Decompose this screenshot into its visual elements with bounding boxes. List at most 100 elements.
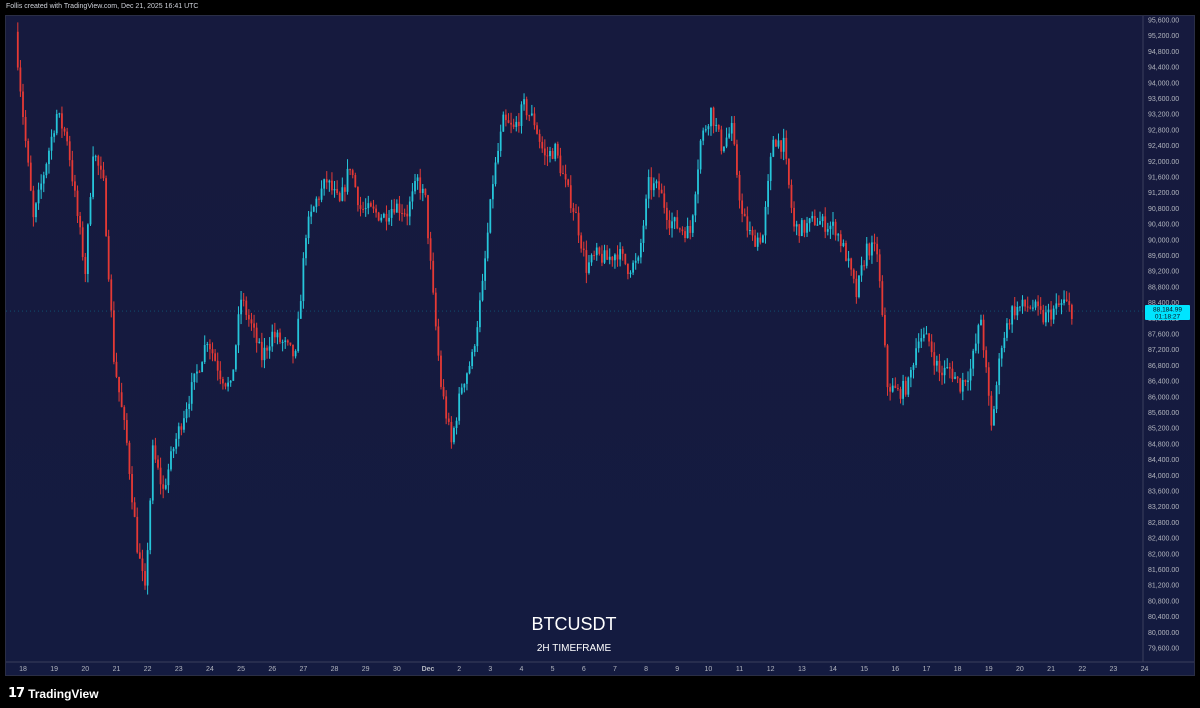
candle-body xyxy=(634,260,637,263)
candle-body xyxy=(364,208,367,210)
candle-body xyxy=(416,177,419,182)
candle-body xyxy=(115,361,118,377)
price-tick-label: 84,800.00 xyxy=(1148,441,1179,448)
candle-body xyxy=(357,187,359,206)
chart-caption: Follis created with TradingView.com, Dec… xyxy=(6,3,199,10)
candle-body xyxy=(138,552,141,559)
candle-body xyxy=(681,229,684,232)
candle-body xyxy=(1042,309,1045,323)
candle-body xyxy=(816,224,819,226)
candle-body xyxy=(616,254,619,260)
candle-body xyxy=(842,243,845,247)
candle-body xyxy=(873,242,876,244)
candle-body xyxy=(943,367,946,376)
price-tick-label: 93,600.00 xyxy=(1148,96,1179,103)
price-tick-label: 83,200.00 xyxy=(1148,504,1179,511)
candle-body xyxy=(388,217,390,222)
candle-body xyxy=(969,368,972,381)
candle-body xyxy=(222,378,224,384)
price-tick-label: 85,600.00 xyxy=(1148,410,1179,417)
candle-body xyxy=(1052,308,1055,320)
candle-body xyxy=(268,346,271,351)
candle-body xyxy=(725,137,728,147)
candle-body xyxy=(554,143,557,159)
price-tick-label: 90,800.00 xyxy=(1148,206,1179,213)
candle-body xyxy=(497,150,499,163)
candle-body xyxy=(338,193,341,201)
candle-body xyxy=(920,338,923,342)
candles-layer xyxy=(16,22,1073,595)
candle-body xyxy=(255,327,258,343)
candle-body xyxy=(292,344,294,357)
chart-panel[interactable]: 95,600.00 95,200.00 94,800.00 94,400.00 94,0… xyxy=(5,15,1195,676)
candle-body xyxy=(305,238,307,259)
candle-body xyxy=(611,256,614,261)
candle-body xyxy=(177,426,180,439)
candle-body xyxy=(22,91,24,118)
candle-body xyxy=(967,380,969,383)
candle-body xyxy=(889,387,892,392)
candle-body xyxy=(240,299,242,315)
candle-body xyxy=(891,385,894,392)
candlestick-chart[interactable]: 95,600.00 95,200.00 94,800.00 94,400.00 94,0… xyxy=(6,16,1194,675)
candle-body xyxy=(1057,303,1060,306)
time-tick-label: 7 xyxy=(613,666,617,673)
candle-body xyxy=(868,243,871,256)
candle-body xyxy=(118,376,120,393)
candle-body xyxy=(250,319,253,324)
price-tick-label: 92,400.00 xyxy=(1148,143,1179,150)
time-axis[interactable]: 18 19 20 21 22 23 24 25 26 27 28 29 30 Dec 2 3 4 5 6 7 8 9 10 1… xyxy=(6,661,1194,673)
candle-body xyxy=(61,113,63,129)
candle-body xyxy=(377,212,380,221)
time-tick-label: 18 xyxy=(954,666,962,673)
candle-body xyxy=(224,383,227,387)
candle-body xyxy=(107,236,110,280)
candle-body xyxy=(159,467,162,485)
candle-body xyxy=(94,156,97,158)
candle-body xyxy=(525,99,528,116)
candle-body xyxy=(538,133,541,142)
price-axis[interactable]: 95,600.00 95,200.00 94,800.00 94,400.00 94,0… xyxy=(1142,16,1179,662)
candle-body xyxy=(660,189,663,194)
candle-body xyxy=(717,124,720,130)
candle-body xyxy=(401,213,403,215)
candle-body xyxy=(141,558,144,572)
candle-body xyxy=(562,173,564,175)
candle-body xyxy=(406,213,409,217)
candle-body xyxy=(362,208,364,210)
candle-body xyxy=(972,350,975,369)
candle-body xyxy=(785,137,788,159)
price-tick-label: 81,600.00 xyxy=(1148,567,1179,574)
time-tick-label: 29 xyxy=(362,666,370,673)
time-tick-label: 24 xyxy=(206,666,214,673)
candle-body xyxy=(333,189,336,191)
candle-body xyxy=(180,426,183,430)
price-tick-label: 84,000.00 xyxy=(1148,473,1179,480)
candle-body xyxy=(909,369,912,378)
candle-body xyxy=(81,227,84,257)
candle-body xyxy=(492,184,494,200)
candle-body xyxy=(346,168,349,192)
candle-body xyxy=(733,123,736,145)
candle-body xyxy=(689,226,692,233)
candle-body xyxy=(798,224,801,237)
candle-body xyxy=(1011,306,1014,325)
candle-body xyxy=(922,334,925,339)
candle-body xyxy=(185,409,188,419)
candle-body xyxy=(294,350,297,357)
candle-body xyxy=(743,213,746,217)
candle-body xyxy=(242,299,245,301)
candle-body xyxy=(232,369,235,381)
candle-body xyxy=(273,331,276,338)
tradingview-logo[interactable]: 17 TradingView xyxy=(8,686,99,701)
time-tick-label: 9 xyxy=(675,666,679,673)
candle-body xyxy=(128,442,131,474)
candle-body xyxy=(214,353,217,361)
candle-body xyxy=(58,113,61,115)
candle-body xyxy=(850,258,853,270)
candle-body xyxy=(289,342,292,345)
candle-body xyxy=(769,156,772,181)
candle-body xyxy=(170,451,172,470)
candle-body xyxy=(359,205,362,209)
candle-body xyxy=(652,183,655,191)
